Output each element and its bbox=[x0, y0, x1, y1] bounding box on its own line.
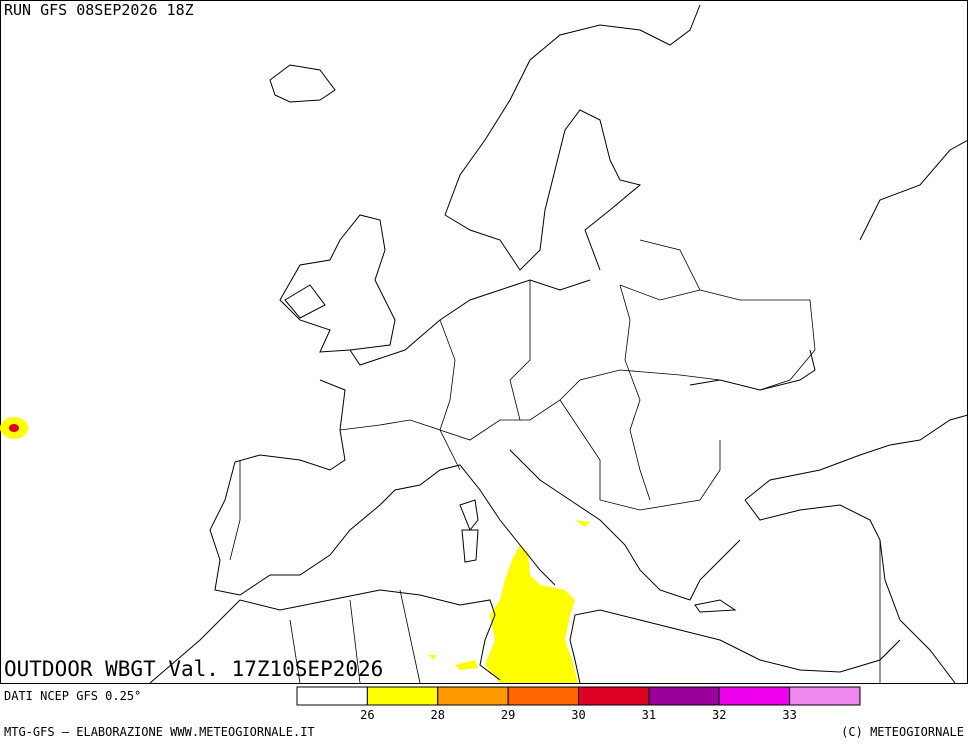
source-label: DATI NCEP GFS 0.25° bbox=[4, 689, 141, 703]
country-borders bbox=[229, 239, 881, 684]
colorbar-tick-label: 32 bbox=[712, 708, 726, 722]
colorbar-tick-label: 26 bbox=[360, 708, 374, 722]
colorbar-segment bbox=[366, 686, 439, 706]
run-label: RUN GFS 08SEP2026 18Z bbox=[4, 1, 194, 19]
colorbar-tick-label: 30 bbox=[571, 708, 585, 722]
colorbar-tick-label: 33 bbox=[782, 708, 796, 722]
wbgt-area bbox=[9, 424, 19, 432]
colorbar-segment bbox=[578, 686, 650, 706]
map-title: OUTDOOR WBGT Val. 17Z10SEP2026 bbox=[4, 657, 383, 681]
map: RUN GFS 08SEP2026 18Z OUTDOOR WBGT Val. … bbox=[0, 0, 968, 684]
colorbar-tick-label: 31 bbox=[642, 708, 656, 722]
colorbar-segment bbox=[648, 686, 720, 706]
colorbar: 26 28 29 30 31 32 33 bbox=[296, 686, 861, 722]
colorbar-segment bbox=[437, 686, 509, 706]
colorbar-segment bbox=[296, 686, 368, 706]
coastlines bbox=[149, 4, 968, 684]
colorbar-segment bbox=[718, 686, 791, 706]
colorbar-tick-label: 29 bbox=[501, 708, 515, 722]
wbgt-area bbox=[485, 545, 578, 683]
copyright-label: (C) METEOGIORNALE bbox=[841, 725, 964, 739]
colorbar-segment bbox=[507, 686, 579, 706]
colorbar-tick-label: 28 bbox=[431, 708, 445, 722]
colorbar-segment bbox=[789, 686, 861, 706]
credit-label: MTG-GFS — ELABORAZIONE WWW.METEOGIORNALE… bbox=[4, 725, 315, 739]
